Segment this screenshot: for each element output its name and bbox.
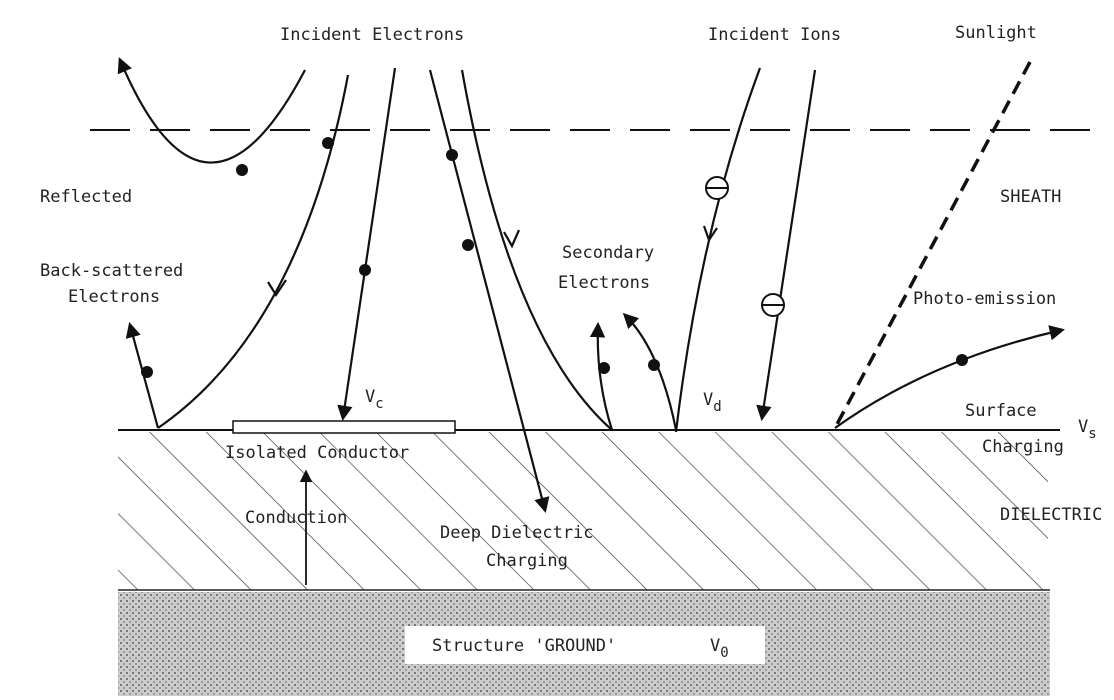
label: Structure 'GROUND' — [432, 636, 616, 656]
label: Isolated Conductor — [225, 443, 409, 463]
potential-label: Vc — [365, 387, 384, 412]
label: Incident Ions — [708, 25, 841, 45]
label: Electrons — [558, 273, 650, 293]
label: SHEATH — [1000, 187, 1061, 207]
trajectories — [117, 57, 1066, 585]
potential-label: Vd — [703, 390, 722, 415]
label: Electrons — [68, 287, 160, 307]
ground-label-bg — [405, 626, 765, 664]
label: Reflected — [40, 187, 132, 207]
label: Secondary — [562, 243, 654, 263]
label: Photo-emission — [913, 289, 1056, 309]
potential-label: V0 — [710, 636, 729, 661]
label: Sunlight — [955, 23, 1037, 43]
label: Conduction — [245, 508, 347, 528]
label: Incident Electrons — [280, 25, 464, 45]
label: DIELECTRIC — [1000, 505, 1102, 525]
dielectric-region — [118, 432, 1048, 590]
label: Back-scattered — [40, 261, 183, 281]
label: Surface — [965, 401, 1037, 421]
label: Charging — [486, 551, 568, 571]
label: Deep Dielectric — [440, 523, 594, 543]
potential-label: Vs — [1078, 417, 1097, 442]
label: Charging — [982, 437, 1064, 457]
isolated-conductor — [232, 420, 456, 434]
